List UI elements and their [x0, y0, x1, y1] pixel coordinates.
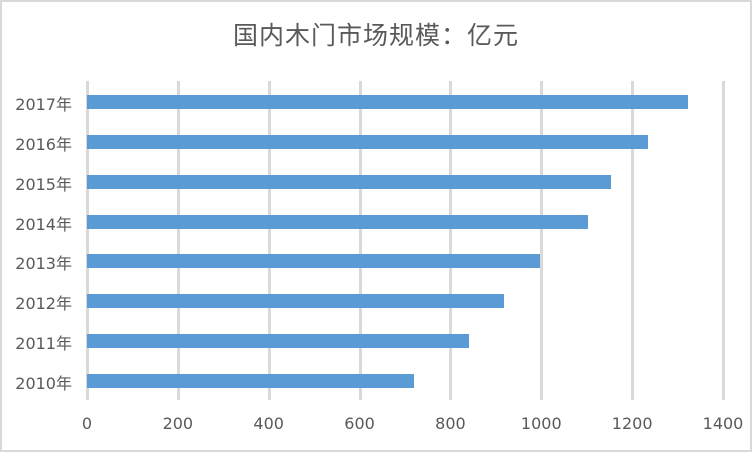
gridline: [540, 81, 544, 400]
y-category-label: 2015年: [15, 174, 72, 194]
x-tick-label: 1200: [611, 414, 653, 433]
y-category-label: 2013年: [15, 254, 72, 274]
y-category-label: 2014年: [15, 214, 72, 234]
gridline: [722, 81, 725, 400]
bar: [87, 174, 611, 189]
gridline: [176, 81, 180, 400]
y-category-label: 2010年: [15, 374, 72, 394]
gridline: [631, 81, 635, 400]
x-tick-label: 600: [344, 414, 375, 433]
y-category-label: 2011年: [15, 334, 72, 354]
chart-title: 国内木门市场规模：亿元: [232, 21, 519, 50]
bar: [87, 254, 540, 269]
bar: [87, 94, 689, 109]
gridline: [449, 81, 453, 400]
gridline: [267, 81, 271, 400]
plot-area: [86, 81, 725, 400]
x-tick-label: 0: [81, 414, 93, 433]
x-tick-label: 1400: [702, 414, 744, 433]
gridline: [358, 81, 362, 400]
bar: [87, 294, 505, 309]
bar: [87, 134, 649, 149]
x-tick-label: 1000: [520, 414, 562, 433]
bar: [87, 334, 470, 349]
bar: [87, 374, 415, 389]
y-category-label: 2016年: [15, 134, 72, 154]
gridline: [86, 81, 89, 400]
y-category-label: 2012年: [15, 294, 72, 314]
x-tick-label: 400: [253, 414, 284, 433]
x-tick-label: 200: [162, 414, 194, 433]
bar: [87, 214, 589, 229]
y-category-label: 2017年: [15, 94, 72, 114]
x-tick-label: 800: [435, 414, 466, 433]
